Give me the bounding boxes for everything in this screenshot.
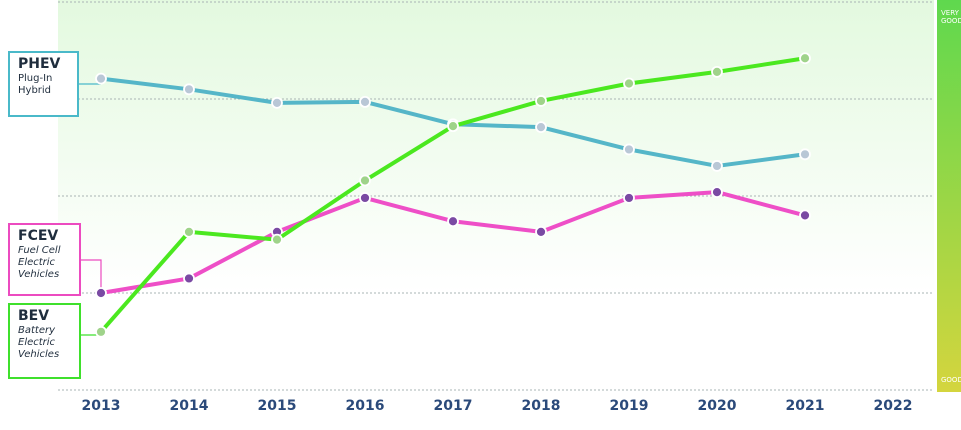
point-fcev-2013	[95, 287, 107, 299]
rating-scale-bar	[937, 0, 961, 392]
legend-bev-desc-2: Electric	[18, 337, 56, 348]
legend-phev-desc-1: Plug-In	[18, 73, 53, 84]
point-phev-2013	[95, 72, 107, 85]
series-layer	[95, 52, 811, 338]
point-phev-2016	[359, 96, 371, 108]
legend-phev-desc-2: Hybrid	[18, 85, 52, 96]
point-bev-2018	[535, 95, 547, 107]
legend-fcev-desc-1: Fuel Cell	[18, 245, 61, 256]
scale-label-top-line2: GOOD	[941, 17, 961, 25]
point-bev-2013	[95, 325, 107, 338]
legend-bev-desc-1: Battery	[18, 325, 56, 336]
x-tick-label-2015: 2015	[257, 398, 297, 414]
x-tick-label-2018: 2018	[521, 398, 561, 414]
x-tick-label-2022: 2022	[873, 398, 913, 414]
legend-fcev-abbr: FCEV	[18, 228, 59, 244]
point-bev-2014	[183, 225, 195, 238]
point-bev-2015	[271, 233, 283, 246]
point-bev-2017	[447, 120, 459, 133]
legend-phev: PHEV Plug-In Hybrid	[8, 51, 79, 117]
point-fcev-2016	[359, 192, 371, 204]
point-bev-2019	[623, 77, 635, 90]
point-fcev-2014	[183, 272, 195, 285]
x-tick-label-2021: 2021	[785, 398, 825, 414]
scale-label-bottom: GOOD	[941, 376, 961, 384]
point-phev-2014	[183, 83, 195, 96]
point-fcev-2018	[535, 225, 547, 238]
point-bev-2021	[799, 52, 811, 65]
connector-fcev	[81, 259, 102, 293]
scale-label-top-line1: VERY	[941, 9, 959, 17]
point-phev-2021	[799, 148, 811, 161]
x-tick-label-2016: 2016	[345, 398, 385, 414]
legend-phev-abbr: PHEV	[18, 56, 61, 72]
point-phev-2019	[623, 143, 635, 156]
point-fcev-2019	[623, 192, 635, 204]
legend-fcev-desc-2: Electric	[18, 257, 56, 268]
legend-fcev: FCEV Fuel Cell Electric Vehicles	[8, 223, 81, 296]
point-fcev-2021	[799, 209, 811, 222]
x-tick-label-2013: 2013	[81, 398, 121, 414]
plot-background	[58, 0, 934, 292]
point-fcev-2020	[711, 186, 723, 199]
legend-bev: BEV Battery Electric Vehicles	[8, 303, 81, 379]
point-phev-2018	[535, 121, 547, 134]
scale-label-top: VERY GOOD	[941, 9, 961, 25]
point-phev-2015	[271, 96, 283, 109]
point-fcev-2017	[447, 215, 459, 228]
legend-bev-abbr: BEV	[18, 308, 50, 324]
x-tick-label-2019: 2019	[609, 398, 649, 414]
x-tick-label-2017: 2017	[433, 398, 473, 414]
x-tick-label-2020: 2020	[697, 398, 737, 414]
point-phev-2020	[711, 160, 723, 172]
x-tick-label-2014: 2014	[169, 398, 209, 414]
legend-fcev-desc-3: Vehicles	[18, 269, 60, 280]
point-bev-2016	[359, 174, 371, 187]
point-bev-2020	[711, 65, 723, 78]
series-bev	[95, 52, 811, 338]
legend-bev-desc-3: Vehicles	[18, 349, 60, 360]
